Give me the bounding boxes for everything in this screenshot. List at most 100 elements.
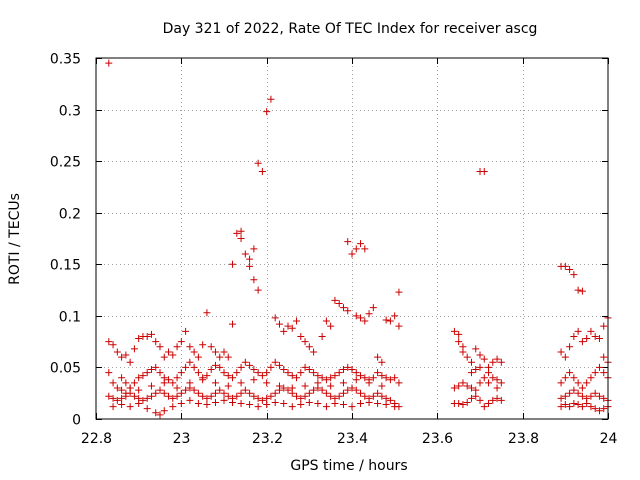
data-point [237,235,245,242]
data-point [297,332,305,340]
data-point [207,365,215,373]
data-point [190,363,198,371]
data-point [480,403,488,411]
data-point [331,400,339,408]
data-point [126,403,134,411]
data-point [374,353,382,361]
data-point [339,401,347,409]
y-tick-label: 0.25 [50,155,81,171]
data-point [497,379,505,387]
data-point [165,392,173,400]
data-point [143,405,151,413]
data-point [263,369,271,377]
data-point [160,379,168,387]
data-point [194,353,202,361]
data-point [348,384,356,392]
data-point [297,401,305,409]
data-point [574,286,582,294]
data-point [211,361,219,369]
data-point [147,392,155,400]
data-point [472,365,480,373]
data-point [258,396,266,404]
data-point [382,401,390,409]
data-point [186,358,194,366]
data-point [314,379,322,387]
data-point [365,379,373,387]
data-point [578,384,586,392]
data-point [369,392,377,400]
data-point [280,327,288,335]
data-point [109,394,117,402]
chart-title: Day 321 of 2022, Rate Of TEC Index for r… [163,21,538,37]
data-point [250,276,258,284]
data-point [361,392,369,400]
data-point [352,386,360,394]
data-point [314,372,322,380]
data-point [246,389,254,397]
data-point [173,374,181,382]
data-point [352,312,360,320]
data-point [237,363,245,371]
data-point [130,379,138,387]
data-point [305,398,313,406]
data-point [156,343,164,351]
data-point [382,374,390,382]
data-point [476,379,484,387]
data-point [118,386,126,394]
data-point [476,396,484,404]
data-point [105,59,113,67]
data-point [574,401,582,409]
data-point [297,394,305,402]
data-point [361,317,369,325]
data-point [237,400,245,408]
data-point [352,245,360,253]
data-point [275,382,283,390]
data-point [489,374,497,382]
data-point [485,369,493,377]
data-point [293,317,301,325]
data-point [254,403,262,411]
x-tick-label: 23.8 [508,431,539,447]
data-point [566,343,574,351]
data-point [489,358,497,366]
data-point [561,392,569,400]
data-point [288,372,296,380]
data-point [258,167,266,175]
data-point [600,369,608,377]
data-point [301,338,309,346]
data-point [246,255,254,263]
data-point [344,386,352,394]
data-point [391,403,399,411]
data-point [322,376,330,384]
data-point [186,343,194,351]
data-point [339,304,347,312]
data-point [105,369,113,377]
data-point [160,407,168,415]
data-point [229,398,237,406]
data-point [310,369,318,377]
data-point [578,392,586,400]
data-point [395,288,403,296]
data-point [147,365,155,373]
data-point [263,379,271,387]
data-point [361,374,369,382]
data-point [280,400,288,408]
data-point [331,372,339,380]
data-point [237,389,245,397]
data-point [263,394,271,402]
data-point [305,365,313,373]
data-point [267,392,275,400]
data-point [493,355,501,363]
data-point [352,376,360,384]
x-tick-label: 22.8 [81,431,112,447]
data-point [177,389,185,397]
data-point [600,405,608,413]
data-point [497,396,505,404]
data-point [237,227,245,235]
data-point [591,369,599,377]
data-point [339,365,347,373]
data-point [301,382,309,390]
grid [96,58,608,419]
data-point [160,353,168,361]
